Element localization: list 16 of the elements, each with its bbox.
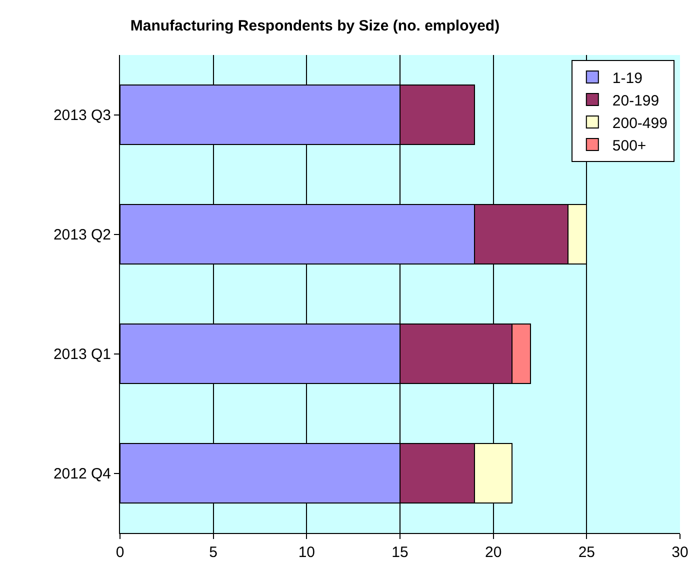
x-tick-label: 10 [298, 544, 316, 561]
x-tick-label: 5 [209, 544, 218, 561]
legend-label: 200-499 [612, 114, 668, 132]
legend-label: 20-199 [612, 92, 660, 110]
legend-label: 500+ [612, 137, 646, 154]
x-tick-label: 30 [672, 544, 688, 561]
x-tick-label: 15 [392, 544, 408, 561]
x-tick-label: 20 [484, 544, 502, 561]
y-tick-label: 2013 Q1 [53, 346, 111, 363]
y-tick-label: 2013 Q2 [53, 226, 111, 244]
x-tick-label: 25 [578, 544, 596, 561]
x-tick-label: 0 [116, 544, 124, 561]
legend-label: 1-19 [612, 70, 642, 87]
y-tick-label: 2012 Q4 [53, 466, 111, 482]
chart-title: Manufacturing Respondents by Size (no. employed) [130, 18, 500, 35]
y-tick-label: 2013 Q3 [53, 107, 111, 124]
